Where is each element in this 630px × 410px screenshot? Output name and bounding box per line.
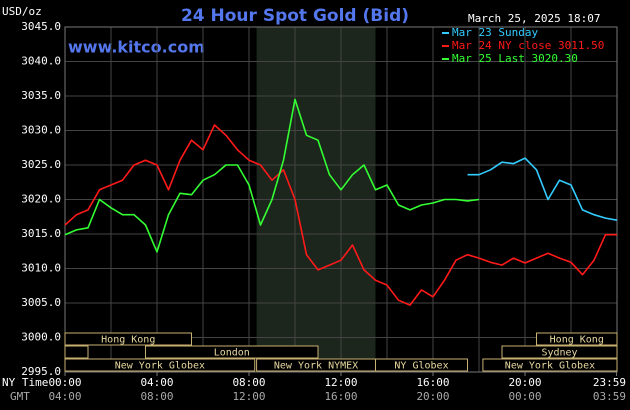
gmt-tick-label: 20:00 (416, 390, 449, 403)
y-tick-label: 3040.0 (21, 55, 61, 68)
gmt-label: GMT (10, 390, 30, 403)
y-axis-label: USD/oz (2, 5, 42, 18)
timestamp: March 25, 2025 18:07 (468, 12, 600, 25)
chart-title: 24 Hour Spot Gold (Bid) (181, 6, 409, 26)
session-box (64, 332, 192, 346)
legend-label: Mar 25 Last 3020.30 (452, 52, 578, 65)
y-tick-label: 3000.0 (21, 331, 61, 344)
y-tick-label: 3035.0 (21, 89, 61, 102)
session-box (375, 358, 468, 372)
session-label: London (214, 348, 250, 359)
y-tick-label: 3020.0 (21, 193, 61, 206)
session-label: New York Globex (505, 361, 595, 372)
x-tick-label: 04:00 (140, 376, 173, 389)
x-tick-label: 16:00 (416, 376, 449, 389)
gmt-tick-label: 04:00 (48, 390, 81, 403)
session-box (501, 345, 618, 359)
y-tick-label: 3015.0 (21, 227, 61, 240)
session-box (64, 345, 89, 359)
gmt-tick-label: 03:59 (593, 390, 626, 403)
session-label: New York NYMEX (274, 361, 358, 372)
session-label: Sydney (541, 348, 577, 359)
session-label: New York Globex (115, 361, 205, 372)
legend-label: Mar 23 Sunday (452, 26, 538, 39)
y-tick-label: 3005.0 (21, 296, 61, 309)
x-tick-label: 20:00 (508, 376, 541, 389)
y-tick-label: 3010.0 (21, 262, 61, 275)
x-tick-label: 12:00 (324, 376, 357, 389)
y-tick-label: 3025.0 (21, 158, 61, 171)
x-tick-label: 08:00 (232, 376, 265, 389)
session-label: Hong Kong (550, 335, 604, 346)
y-tick-label: 3045.0 (21, 20, 61, 33)
ny-time-label: NY Time (2, 376, 48, 389)
website: www.kitco.com (68, 38, 205, 57)
gmt-tick-label: 12:00 (232, 390, 265, 403)
session-label: Hong Kong (101, 335, 155, 346)
session-box (64, 358, 256, 372)
series-line (64, 124, 617, 306)
x-tick-label: 23:59 (593, 376, 626, 389)
session-box (145, 345, 319, 359)
series-line (467, 157, 618, 221)
session-box (482, 358, 618, 372)
gmt-tick-label: 08:00 (140, 390, 173, 403)
gmt-tick-label: 00:00 (508, 390, 541, 403)
y-tick-label: 2995.0 (21, 365, 61, 378)
session-label: NY Globex (394, 361, 448, 372)
session-box (536, 332, 618, 346)
series-line (64, 98, 480, 253)
x-tick-label: 00:00 (48, 376, 81, 389)
y-tick-label: 3030.0 (21, 124, 61, 137)
gmt-tick-label: 16:00 (324, 390, 357, 403)
legend-label: Mar 24 NY close 3011.50 (452, 39, 604, 52)
